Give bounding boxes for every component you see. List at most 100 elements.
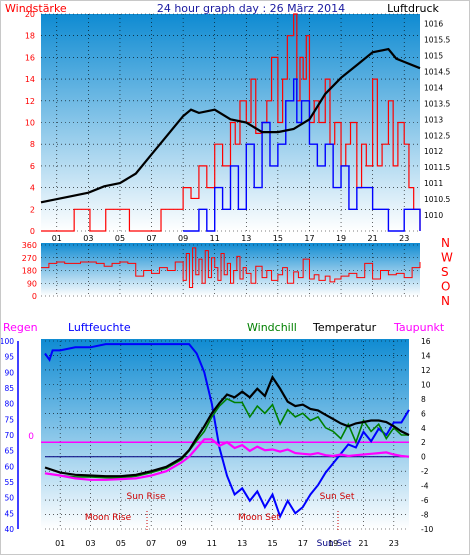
compass-label: N — [441, 236, 450, 250]
legend-humidity: Luftfeuchte — [68, 321, 131, 334]
time-tick-label: 23 — [399, 234, 409, 243]
humidity-line — [44, 343, 410, 520]
humidity-tick-label: 90 — [4, 368, 14, 377]
humidity-tick-label: 80 — [4, 400, 14, 409]
bottom-time-tick-label: 09 — [176, 539, 186, 548]
time-tick-label: 09 — [178, 234, 188, 243]
direction-tick-label: 90 — [27, 279, 37, 288]
pressure-tick-label: 1016 — [424, 20, 443, 29]
temperature-tick-label: 14 — [421, 351, 431, 360]
sun-rise-label: Sun Rise — [127, 492, 166, 502]
direction-tick-label: 0 — [32, 292, 37, 301]
bottom-time-tick-label: 15 — [267, 539, 277, 548]
chart-title: 24 hour graph day : 26 März 2014 — [157, 2, 345, 15]
moon-set-label: Moon Set — [238, 513, 281, 523]
temperature-tick-label: 4 — [421, 424, 426, 433]
humidity-tick-label: 40 — [4, 525, 14, 534]
wind-tick-label: 20 — [25, 10, 35, 19]
rain-label: Regen — [3, 321, 38, 334]
tick-labels: 0246810121416182010101010.510111011.5101… — [1, 10, 453, 548]
sun-set-label: Sun Set — [320, 492, 355, 502]
pressure-tick-label: 1010.5 — [424, 195, 450, 204]
temperature-tick-label: 6 — [421, 409, 426, 418]
direction-panel-grid — [41, 244, 420, 297]
temperature-tick-label: 8 — [421, 395, 426, 404]
wind-tick-label: 10 — [25, 119, 35, 128]
rain-zero-label: 0 — [28, 432, 34, 442]
time-tick-label: 07 — [146, 234, 156, 243]
windchill-line — [44, 397, 409, 479]
legend-dewpoint: Taupunkt — [393, 321, 445, 334]
temperature-tick-label: 12 — [421, 366, 431, 375]
bottom-time-tick-label: 07 — [146, 539, 156, 548]
humidity-tick-label: 100 — [1, 337, 14, 346]
pressure-tick-label: 1014.5 — [424, 67, 450, 76]
wind-tick-label: 2 — [30, 205, 35, 214]
time-tick-label: 01 — [52, 234, 62, 243]
wind-tick-label: 0 — [30, 227, 35, 236]
time-tick-label: 13 — [241, 234, 251, 243]
temperature-tick-label: 2 — [421, 438, 426, 447]
time-tick-label: 19 — [336, 234, 346, 243]
direction-tick-label: 270 — [22, 254, 37, 263]
time-tick-label: 05 — [115, 234, 125, 243]
temperature-line — [44, 374, 410, 478]
pressure-tick-label: 1014 — [424, 83, 443, 92]
temperature-tick-label: -8 — [421, 511, 429, 520]
pressure-tick-label: 1015 — [424, 51, 443, 60]
temperature-tick-label: -10 — [421, 525, 433, 534]
humidity-tick-label: 75 — [4, 415, 14, 424]
humidity-tick-label: 95 — [4, 353, 14, 362]
pressure-tick-label: 1012.5 — [424, 131, 450, 140]
legend-windchill: Windchill — [247, 321, 297, 334]
wind-speed-line — [41, 13, 421, 232]
temperature-tick-label: 16 — [421, 337, 431, 346]
pressure-tick-label: 1010 — [424, 211, 443, 220]
wind-tick-label: 8 — [30, 140, 35, 149]
left-axis-title: Windstärke — [5, 2, 67, 15]
wind-tick-label: 16 — [25, 53, 35, 62]
pressure-tick-label: 1011.5 — [424, 163, 450, 172]
bottom-time-tick-label: 01 — [55, 539, 65, 548]
temperature-tick-label: -6 — [421, 496, 429, 505]
temperature-panel-bg — [41, 339, 409, 529]
bottom-time-tick-label: 21 — [358, 539, 368, 548]
time-tick-label: 21 — [368, 234, 378, 243]
pressure-tick-label: 1015.5 — [424, 36, 450, 45]
compass-label: W — [441, 251, 453, 265]
humidity-tick-label: 55 — [4, 478, 14, 487]
humidity-tick-label: 45 — [4, 509, 14, 518]
bottom-time-tick-label: 13 — [237, 539, 247, 548]
humidity-tick-label: 70 — [4, 431, 14, 440]
right-axis-title: Luftdruck — [387, 2, 439, 15]
compass-label: N — [441, 294, 450, 308]
compass-label: O — [441, 280, 450, 294]
humidity-tick-label: 60 — [4, 462, 14, 471]
wind-tick-label: 4 — [30, 184, 35, 193]
pressure-tick-label: 1012 — [424, 147, 443, 156]
bottom-time-tick-label: 23 — [389, 539, 399, 548]
direction-tick-label: 360 — [22, 241, 37, 250]
bottom-time-tick-label: 17 — [298, 539, 308, 548]
time-tick-label: 15 — [273, 234, 283, 243]
temperature-tick-label: 10 — [421, 380, 431, 389]
wind-tick-label: 12 — [25, 97, 35, 106]
time-tick-label: 17 — [304, 234, 314, 243]
sun-set-bottom-label: Sun Set — [317, 539, 352, 549]
wind-gust-line — [183, 78, 421, 232]
humidity-tick-label: 50 — [4, 494, 14, 503]
pressure-tick-label: 1011 — [424, 179, 443, 188]
temperature-tick-label: -4 — [421, 482, 429, 491]
bottom-time-tick-label: 19 — [328, 539, 338, 548]
bottom-time-tick-label: 05 — [116, 539, 126, 548]
pressure-line — [40, 47, 421, 204]
bottom-time-tick-label: 11 — [207, 539, 217, 548]
dewpoint-line — [44, 438, 410, 481]
wind-tick-label: 18 — [25, 32, 35, 41]
direction-tick-label: 180 — [22, 267, 37, 276]
legend-temperature: Temperatur — [312, 321, 377, 334]
wind-tick-label: 14 — [25, 75, 35, 84]
compass-label: S — [441, 265, 449, 279]
